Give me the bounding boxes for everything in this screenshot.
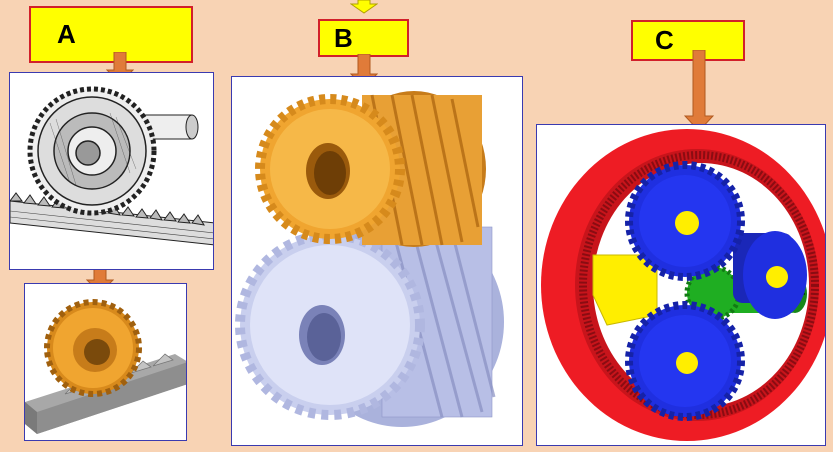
label-a-text: A bbox=[57, 19, 76, 49]
panel-a-sketch bbox=[9, 72, 214, 270]
rendered-gear-rack-image bbox=[25, 284, 186, 440]
planet-gear-icon bbox=[625, 161, 745, 281]
planet-gear-icon bbox=[733, 231, 807, 319]
arrow-down-icon bbox=[684, 50, 714, 132]
planet-gear-icon bbox=[625, 301, 745, 421]
panel-b-helical bbox=[231, 76, 523, 446]
planetary-gears-image bbox=[537, 125, 825, 445]
label-c: C bbox=[631, 20, 745, 61]
panel-c-planetary bbox=[536, 124, 826, 446]
silver-gear-icon bbox=[235, 217, 504, 427]
sketch-gear-rack-image bbox=[10, 73, 213, 269]
label-b-text: B bbox=[334, 22, 353, 53]
helical-gears-image bbox=[232, 77, 522, 445]
label-b: B bbox=[318, 19, 409, 57]
orange-gear-icon bbox=[44, 299, 142, 397]
arrow-down-icon bbox=[350, 0, 378, 14]
label-c-text: C bbox=[655, 25, 674, 55]
orange-gear-icon bbox=[255, 91, 486, 247]
panel-a-render bbox=[24, 283, 187, 441]
label-a: A bbox=[29, 6, 193, 63]
